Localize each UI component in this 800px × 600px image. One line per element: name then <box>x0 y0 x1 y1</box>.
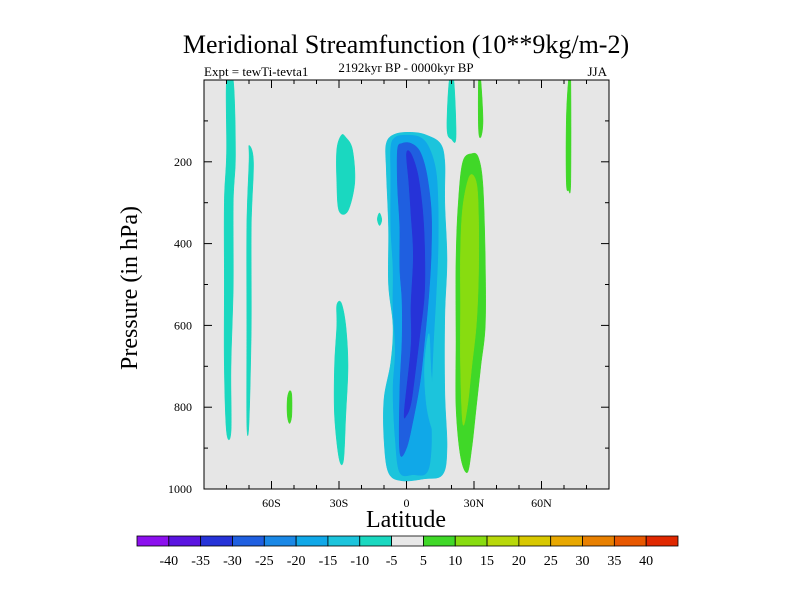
colorbar-box <box>391 535 424 547</box>
contour-pos-15-core <box>460 174 480 426</box>
colorbar-box <box>200 535 233 547</box>
colorbar-box <box>232 535 265 547</box>
colorbar-box <box>295 535 329 547</box>
colorbar: -40 -35 -30 -25 -20 -15 -10 -5 5 10 15 20 25 30 35 40 <box>136 535 679 569</box>
x-tick-label: 30S <box>330 496 349 510</box>
period-label: 2192kyr BP - 0000kyr BP <box>338 60 473 75</box>
colorbar-box <box>518 535 552 547</box>
x-tick-label: 0 <box>404 496 410 510</box>
contour-min-25-core <box>403 150 426 419</box>
colorbar-label: 10 <box>448 554 462 569</box>
colorbar-box <box>136 535 170 547</box>
experiment-label: Expt = tewTi-tevta1 <box>204 64 308 79</box>
colorbar-box <box>613 535 647 547</box>
y-tick-label: 600 <box>174 318 192 332</box>
contour-neg-left-strip <box>223 80 236 441</box>
colorbar-label: 40 <box>639 554 653 569</box>
colorbar-label: -35 <box>191 554 210 569</box>
colorbar-label: 25 <box>544 554 558 569</box>
colorbar-label: -20 <box>287 554 306 569</box>
contour-neg-mid-strip <box>246 145 254 437</box>
y-axis-label: Pressure (in hPa) <box>117 206 143 370</box>
x-tick-label: 30N <box>464 496 485 510</box>
contour-neg-50-blob-upper <box>336 134 356 215</box>
contour-pos-small-left <box>286 390 293 424</box>
colorbar-label: -30 <box>223 554 242 569</box>
y-tick-label: 1000 <box>168 482 192 496</box>
colorbar-box <box>359 535 392 547</box>
season-label: JJA <box>587 64 607 79</box>
contour-neg-top-right <box>446 80 457 143</box>
colorbar-box <box>486 535 520 547</box>
y-tick-label: 200 <box>174 155 192 169</box>
colorbar-label: -15 <box>319 554 338 569</box>
colorbar-label: 35 <box>607 554 621 569</box>
y-tick-label: 400 <box>174 237 192 251</box>
colorbar-box <box>582 535 615 547</box>
colorbar-box <box>550 535 583 547</box>
colorbar-box <box>645 535 679 547</box>
contour-fields <box>223 80 572 482</box>
chart-title: Meridional Streamfunction (10**9kg/m-2) <box>183 30 629 59</box>
colorbar-label: 5 <box>420 554 427 569</box>
colorbar-box <box>423 535 456 547</box>
contour-min-8 <box>424 333 437 433</box>
colorbar-box <box>327 535 361 547</box>
colorbar-label: -10 <box>350 554 369 569</box>
contour-neg-small <box>377 212 383 226</box>
x-axis-label: Latitude <box>366 507 446 533</box>
x-axis: 60S 30S 0 30N 60N <box>226 80 587 510</box>
y-axis: 200 400 600 800 1000 <box>168 120 609 496</box>
colorbar-box <box>263 535 297 547</box>
contour-neg-50-blob-lower <box>333 300 349 466</box>
colorbar-box <box>454 535 488 547</box>
colorbar-label: 30 <box>576 554 590 569</box>
contour-pos-right-strip-upper <box>477 80 484 139</box>
colorbar-label: -25 <box>255 554 274 569</box>
x-tick-label: 60N <box>531 496 552 510</box>
colorbar-box <box>168 535 202 547</box>
colorbar-label: -5 <box>386 554 398 569</box>
colorbar-label: 20 <box>512 554 526 569</box>
colorbar-label: 15 <box>480 554 494 569</box>
y-tick-label: 800 <box>174 400 192 414</box>
x-tick-label: 60S <box>262 496 281 510</box>
colorbar-label: -40 <box>159 554 178 569</box>
